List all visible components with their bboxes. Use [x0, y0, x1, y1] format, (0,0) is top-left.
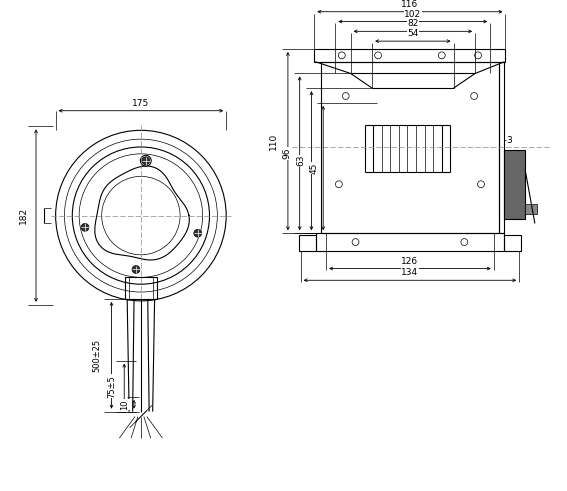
Text: 45: 45 [309, 163, 318, 174]
Text: 3: 3 [506, 136, 512, 145]
Circle shape [142, 157, 150, 164]
Text: 63: 63 [297, 155, 306, 166]
Bar [503, 150, 525, 218]
Bar [503, 235, 521, 251]
Text: 10: 10 [120, 399, 129, 409]
Bar [373, 125, 442, 172]
Text: 75±5: 75±5 [107, 375, 116, 398]
Text: 82: 82 [407, 19, 418, 28]
Text: 175: 175 [132, 99, 150, 108]
Text: 500±25: 500±25 [92, 339, 101, 372]
Text: 126: 126 [401, 257, 418, 266]
Bar [321, 62, 498, 233]
Text: 134: 134 [401, 269, 418, 277]
Circle shape [194, 229, 202, 237]
Text: 116: 116 [401, 0, 418, 9]
Bar [498, 62, 503, 233]
Circle shape [132, 266, 140, 273]
Bar [314, 49, 506, 62]
Text: 102: 102 [404, 10, 421, 19]
Bar [525, 204, 537, 214]
Text: 182: 182 [19, 207, 28, 224]
Bar [125, 277, 156, 299]
Text: 96: 96 [283, 148, 292, 159]
Circle shape [81, 223, 89, 231]
Bar [299, 235, 316, 251]
Bar [316, 233, 503, 251]
Text: 54: 54 [407, 29, 418, 38]
Text: 110: 110 [269, 133, 278, 150]
